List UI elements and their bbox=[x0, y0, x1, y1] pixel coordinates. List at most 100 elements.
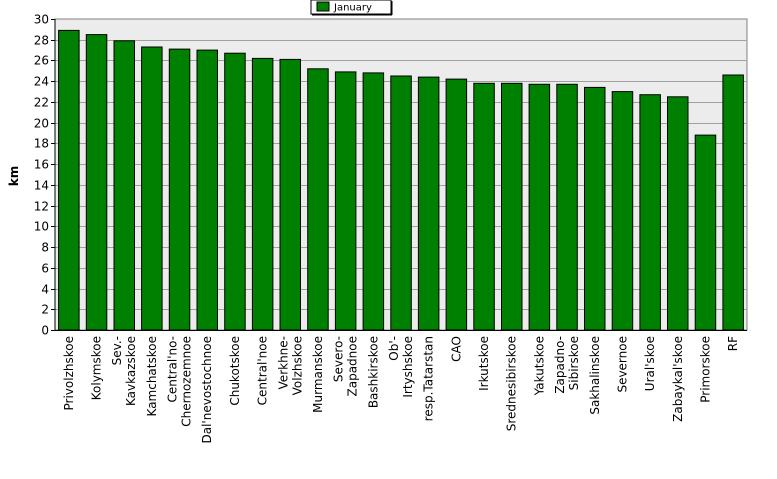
y-tick-label: 10 bbox=[34, 220, 49, 234]
x-tick-label: Central'noe bbox=[256, 336, 270, 405]
x-tick-label-line: Bashkirskoe bbox=[366, 336, 380, 408]
y-tick-label: 0 bbox=[41, 324, 49, 338]
x-tick-label-line: Srednesibirskoe bbox=[505, 336, 519, 431]
x-tick-label: Central'no- Chernozemnoe bbox=[166, 336, 194, 427]
x-axis-labels: Privolzhskoe Kolymskoe Sev.- Kavkazskoe Kamc… bbox=[62, 336, 740, 444]
x-tick-label-line: Primorskoe bbox=[699, 336, 713, 403]
y-tick-label: 18 bbox=[34, 137, 49, 151]
x-tick-label: Yakutskoe bbox=[532, 336, 546, 396]
x-tick-label-line: Chernozemnoe bbox=[180, 336, 194, 427]
x-tick-label: Sakhalinskoe bbox=[588, 336, 602, 415]
x-tick-label: Severo- Zapadnoe bbox=[332, 336, 360, 397]
y-axis-title: km bbox=[7, 166, 21, 186]
x-tick-label-line: Sev.- bbox=[110, 336, 124, 365]
x-tick-label: CAO bbox=[449, 336, 463, 362]
bar bbox=[334, 71, 357, 331]
x-tick-label-line: resp.Tatarstan bbox=[422, 336, 436, 421]
bar bbox=[390, 75, 412, 331]
bar bbox=[307, 68, 329, 331]
bar bbox=[667, 96, 689, 331]
x-tick-label: Zapadno- Sibirskoe bbox=[553, 336, 581, 394]
bar bbox=[639, 94, 661, 331]
x-tick-label: Zabaykal'skoe bbox=[671, 336, 685, 422]
y-tick-label: 16 bbox=[34, 158, 49, 172]
x-tick-label-line: Irkutskoe bbox=[477, 336, 491, 391]
y-tick-label: 28 bbox=[34, 34, 49, 48]
x-tick-label: Kamchatskoe bbox=[145, 336, 159, 416]
x-tick-label-line: Zapadno- bbox=[553, 336, 567, 394]
x-tick-label: Chukotskoe bbox=[228, 336, 242, 406]
x-tick-label: Ob'- Irtyshskoe bbox=[387, 336, 415, 398]
x-tick-label-line: Ural'skoe bbox=[643, 336, 657, 391]
bar bbox=[58, 29, 80, 331]
bar bbox=[722, 74, 744, 331]
bar bbox=[196, 49, 218, 331]
x-tick-label: Ural'skoe bbox=[643, 336, 657, 391]
x-tick-label: RF bbox=[726, 336, 740, 351]
x-tick-label-line: Kamchatskoe bbox=[145, 336, 159, 416]
y-tick-label: 4 bbox=[41, 283, 49, 297]
x-tick-label-line: Central'noe bbox=[256, 336, 270, 405]
x-tick-label-line: Murmanskoe bbox=[311, 336, 325, 413]
x-tick-label-line: Irtyshskoe bbox=[401, 336, 415, 398]
x-tick-label-line: Volzhskoe bbox=[290, 336, 304, 395]
x-tick-label-line: Sakhalinskoe bbox=[588, 336, 602, 415]
x-tick-label: Primorskoe bbox=[699, 336, 713, 403]
x-tick-label: Bashkirskoe bbox=[366, 336, 380, 408]
x-tick-label-line: Privolzhskoe bbox=[62, 336, 76, 410]
bar bbox=[113, 40, 135, 331]
x-tick-label: Srednesibirskoe bbox=[505, 336, 519, 431]
y-tick-label: 24 bbox=[34, 75, 49, 89]
x-tick-label: Irkutskoe bbox=[477, 336, 491, 391]
x-tick-label-line: Sibirskoe bbox=[567, 336, 581, 390]
x-tick-label-line: Kavkazskoe bbox=[124, 336, 138, 406]
x-tick-label-line: Verkhne- bbox=[276, 336, 290, 389]
bar bbox=[168, 48, 191, 331]
x-tick-label-line: RF bbox=[726, 336, 740, 351]
x-tick-label-line: Ob'- bbox=[387, 336, 401, 361]
x-tick-label: Kolymskoe bbox=[90, 336, 104, 400]
bar bbox=[362, 72, 385, 331]
y-tick-label: 8 bbox=[41, 241, 49, 255]
y-tick-label: 20 bbox=[34, 117, 49, 131]
bar bbox=[251, 57, 274, 331]
legend-label: January bbox=[333, 3, 372, 14]
bar bbox=[279, 58, 301, 331]
y-tick-label: 12 bbox=[34, 200, 49, 214]
bar bbox=[445, 78, 468, 331]
x-tick-label-line: Central'no- bbox=[166, 336, 180, 403]
bar bbox=[224, 52, 246, 331]
x-tick-label: Sev.- Kavkazskoe bbox=[110, 336, 138, 406]
y-tick-label: 22 bbox=[34, 96, 49, 110]
x-tick-label: resp.Tatarstan bbox=[422, 336, 436, 421]
bar bbox=[85, 34, 108, 331]
x-tick-label-line: Chukotskoe bbox=[228, 336, 242, 406]
bar bbox=[694, 134, 717, 331]
legend: January bbox=[310, 0, 393, 16]
legend-swatch bbox=[316, 1, 330, 12]
y-tick-label: 30 bbox=[34, 13, 49, 27]
bar bbox=[528, 83, 551, 331]
bar bbox=[611, 91, 634, 331]
y-tick-label: 6 bbox=[41, 262, 49, 276]
x-tick-label-line: Yakutskoe bbox=[532, 336, 546, 396]
y-tick-label: 14 bbox=[34, 179, 49, 193]
bar bbox=[501, 82, 523, 331]
x-tick-label-line: Zapadnoe bbox=[346, 336, 360, 397]
y-tick-label: 2 bbox=[41, 303, 49, 317]
bar bbox=[141, 46, 163, 331]
x-tick-label-line: CAO bbox=[449, 336, 463, 362]
bar bbox=[417, 76, 440, 331]
bar bbox=[584, 86, 606, 331]
x-tick-label: Verkhne- Volzhskoe bbox=[276, 336, 304, 395]
x-tick-label: Dal'nevostochnoe bbox=[200, 336, 214, 444]
x-tick-label-line: Zabaykal'skoe bbox=[671, 336, 685, 422]
x-tick-label: Murmanskoe bbox=[311, 336, 325, 413]
y-tick-label: 26 bbox=[34, 54, 49, 68]
bar bbox=[473, 82, 495, 331]
x-tick-label-line: Severnoe bbox=[615, 336, 629, 393]
x-tick-label: Privolzhskoe bbox=[62, 336, 76, 410]
bars bbox=[58, 29, 744, 331]
